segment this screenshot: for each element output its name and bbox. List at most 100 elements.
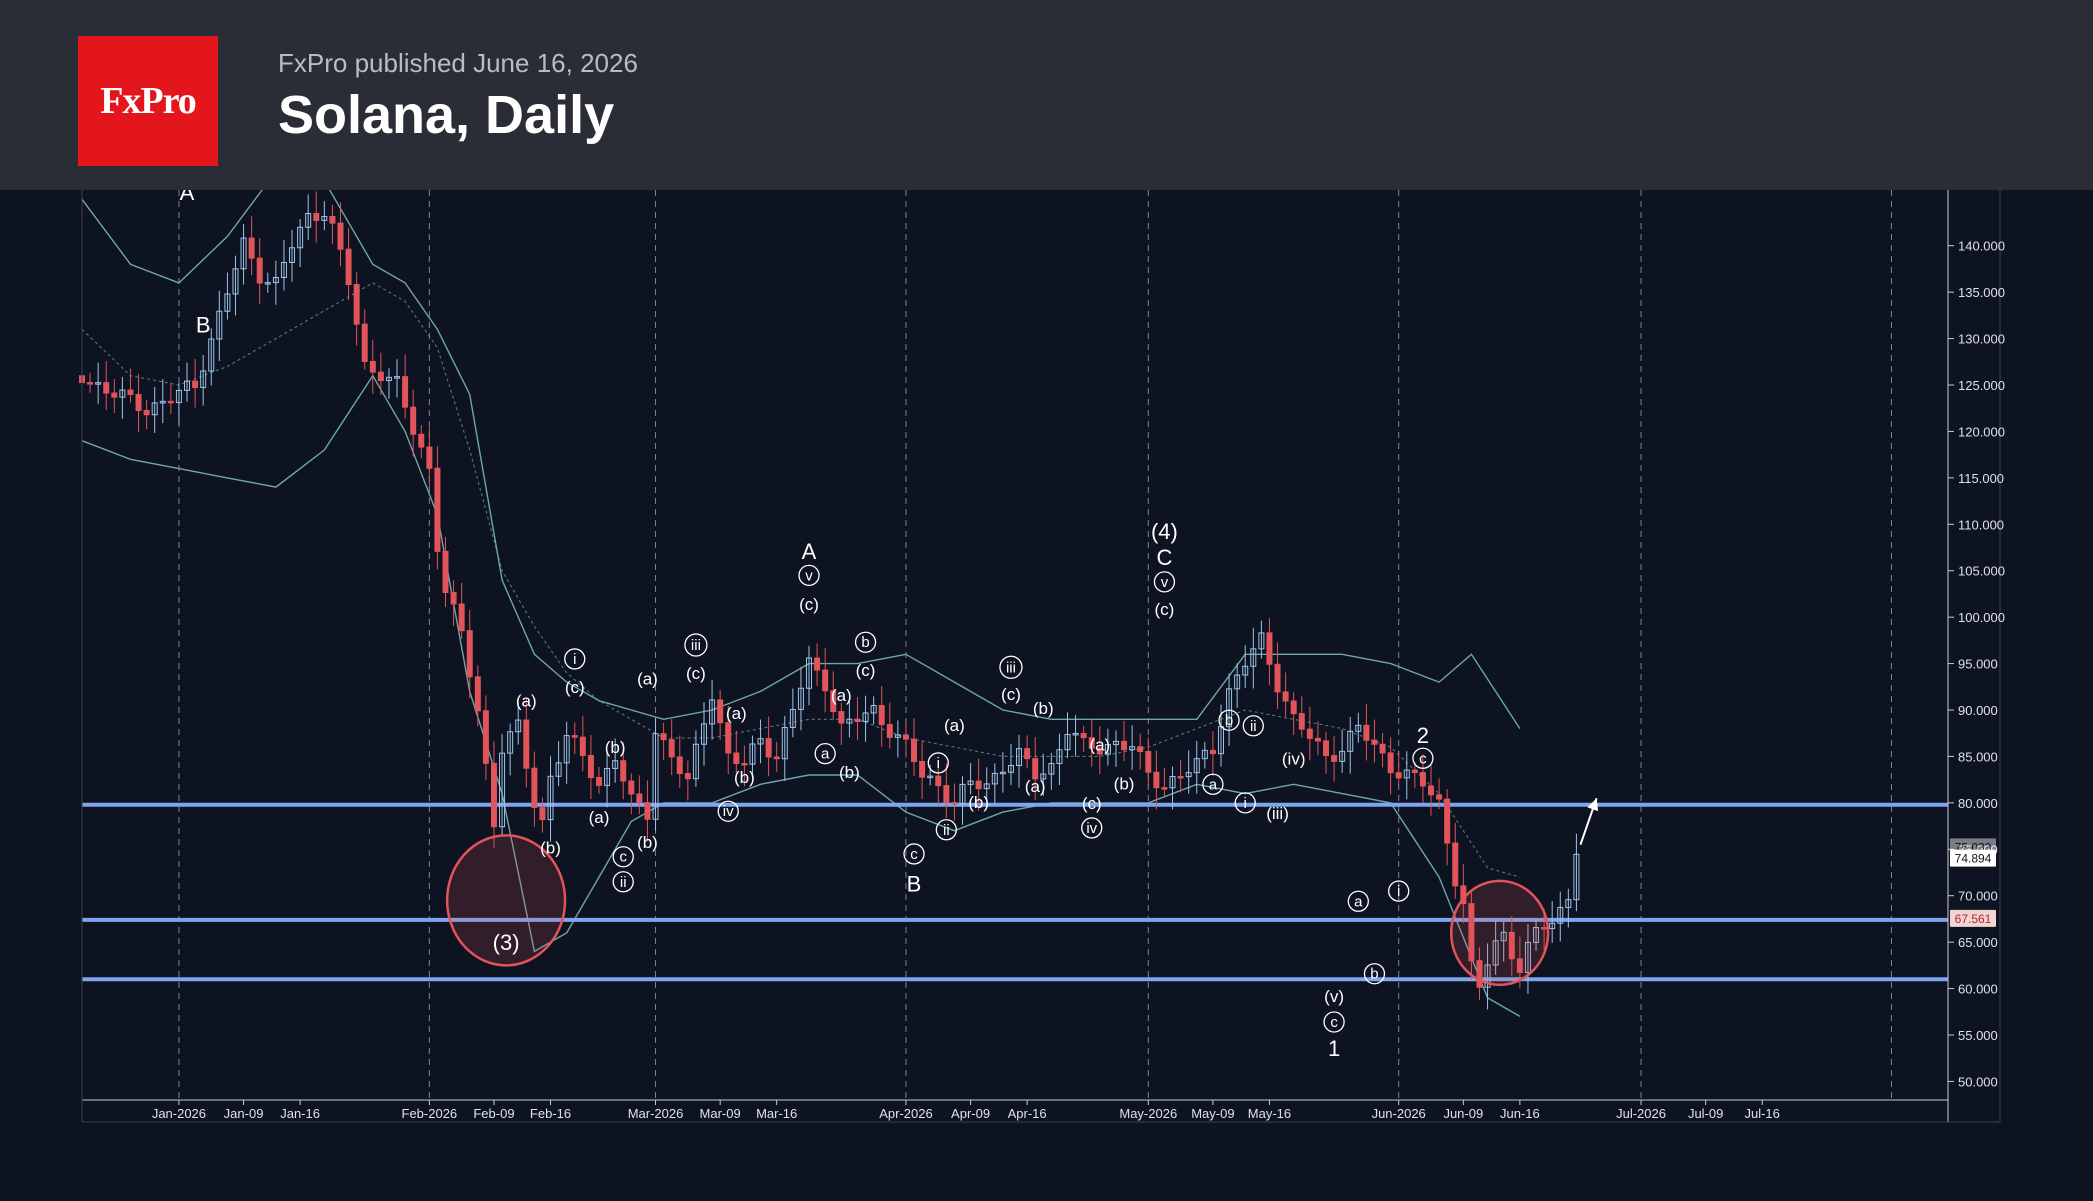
candle-bearish: [587, 754, 594, 779]
candle-bullish: [983, 783, 990, 790]
candle-bearish: [814, 657, 821, 671]
candle-bullish: [959, 783, 966, 805]
wave-label: (iii): [1266, 804, 1289, 823]
y-tick-label: 110.000: [1958, 517, 2004, 532]
candle-bullish: [95, 382, 102, 385]
wave-label: (a): [831, 686, 852, 705]
candle-bullish: [999, 771, 1006, 775]
y-tick-label: 130.000: [1958, 332, 2005, 347]
candle-bullish: [1016, 748, 1023, 767]
y-tick-label: 105.000: [1958, 564, 2005, 579]
wave-label: ii: [943, 822, 950, 839]
candle-bearish: [256, 257, 263, 284]
candle-bearish: [1080, 732, 1087, 739]
wave-label: v: [1161, 574, 1169, 591]
candle-bearish: [1516, 958, 1523, 973]
candle-bearish: [248, 237, 255, 259]
wave-label-ring: [1153, 571, 1176, 593]
band-middle: [81, 282, 1521, 878]
candle-bearish: [466, 630, 473, 678]
x-tick-label: Jan-2026: [152, 1106, 206, 1121]
candle-bullish: [1072, 732, 1079, 736]
candle-bullish: [240, 237, 247, 270]
candle-bearish: [1363, 724, 1370, 741]
candle-bearish: [628, 780, 635, 795]
wave-label: i: [1397, 883, 1400, 900]
candle-bearish: [1468, 903, 1475, 962]
candle-bullish: [208, 338, 215, 372]
candle-bullish: [927, 775, 934, 779]
wave-label-ring: [854, 631, 877, 653]
candle-bullish: [289, 247, 296, 263]
candle-bullish: [1573, 853, 1580, 901]
wave-label-ring: [935, 819, 957, 841]
candle-bearish: [1177, 775, 1184, 779]
candle-bullish: [515, 719, 522, 733]
price-chart: AB(a)i(c)(b)(a)(b) cii(3)(a)(b)iii(c)(a)(…: [78, 170, 2005, 1123]
candle-bullish: [700, 723, 708, 745]
candle-bearish: [684, 773, 691, 780]
wave-label-ring: [999, 655, 1023, 679]
candle-bullish: [1557, 906, 1564, 924]
candle-bearish: [450, 592, 457, 605]
wave-label: b: [861, 634, 869, 651]
wave-label: (c): [686, 664, 706, 683]
candle-bullish: [224, 293, 231, 312]
wave-label: i: [1244, 795, 1247, 812]
wave-label: (c): [565, 678, 585, 697]
candle-bullish: [967, 780, 974, 785]
price-tag-bg: [1950, 909, 1996, 927]
x-tick-label: Feb-09: [473, 1106, 514, 1121]
wave-label: a: [821, 746, 830, 763]
wave-label: (c): [1155, 600, 1175, 619]
candle-bullish: [1492, 940, 1499, 966]
candle-bearish: [838, 711, 845, 724]
candle-bullish: [757, 738, 764, 745]
candle-bullish: [321, 215, 328, 221]
candle-bullish: [119, 389, 126, 398]
candle-bullish: [1201, 749, 1208, 760]
candle-bearish: [127, 389, 134, 395]
candle-bullish: [1484, 964, 1491, 988]
candle-bearish: [822, 669, 829, 692]
candle-bearish: [1290, 700, 1297, 715]
candle-bullish: [200, 370, 207, 388]
candle-bearish: [1161, 787, 1168, 790]
candle-bearish: [1266, 632, 1273, 665]
wave-label: (v): [1324, 987, 1344, 1006]
header-bar: FxPro FxPro published June 16, 2026 Sola…: [0, 0, 2093, 190]
x-tick-label: Mar-16: [756, 1106, 797, 1121]
candle-bearish: [1508, 931, 1515, 960]
y-tick-label: 65.000: [1958, 935, 1998, 950]
candle-bearish: [1145, 751, 1152, 773]
wave-label-ring: [1363, 963, 1386, 985]
wave-label: a: [1354, 893, 1363, 910]
price-tag: 74.894: [1950, 849, 1996, 867]
wave-label: (a): [589, 808, 610, 827]
wave-label-major: 2: [1417, 723, 1429, 748]
y-tick-label: 120.000: [1958, 424, 2005, 439]
candle-bullish: [709, 699, 716, 725]
candle-bearish: [725, 722, 732, 754]
wave-label: c: [1330, 1014, 1338, 1031]
candle-bullish: [216, 310, 223, 340]
candle-bullish: [507, 731, 514, 754]
y-tick-label: 85.000: [1958, 749, 1998, 764]
candle-bullish: [563, 735, 570, 764]
candle-bullish: [846, 718, 853, 724]
candle-bearish: [361, 323, 368, 362]
wave-label: (c): [1001, 685, 1021, 704]
wave-label: iii: [691, 637, 701, 654]
wave-label-ring: [903, 843, 925, 865]
wave-label-ring: [1202, 773, 1224, 795]
wave-label-ring: [1218, 709, 1240, 731]
x-tick-label: Feb-2026: [402, 1106, 458, 1121]
candle-bullish: [692, 743, 699, 780]
candle-bearish: [1387, 752, 1394, 774]
wave-label-ring: [927, 752, 949, 774]
wave-label-ring: [612, 846, 634, 868]
publish-info: FxPro published June 16, 2026: [278, 48, 638, 78]
wave-label: (a): [637, 669, 658, 688]
band-upper: [81, 170, 1521, 729]
candle-bearish: [1306, 728, 1313, 739]
